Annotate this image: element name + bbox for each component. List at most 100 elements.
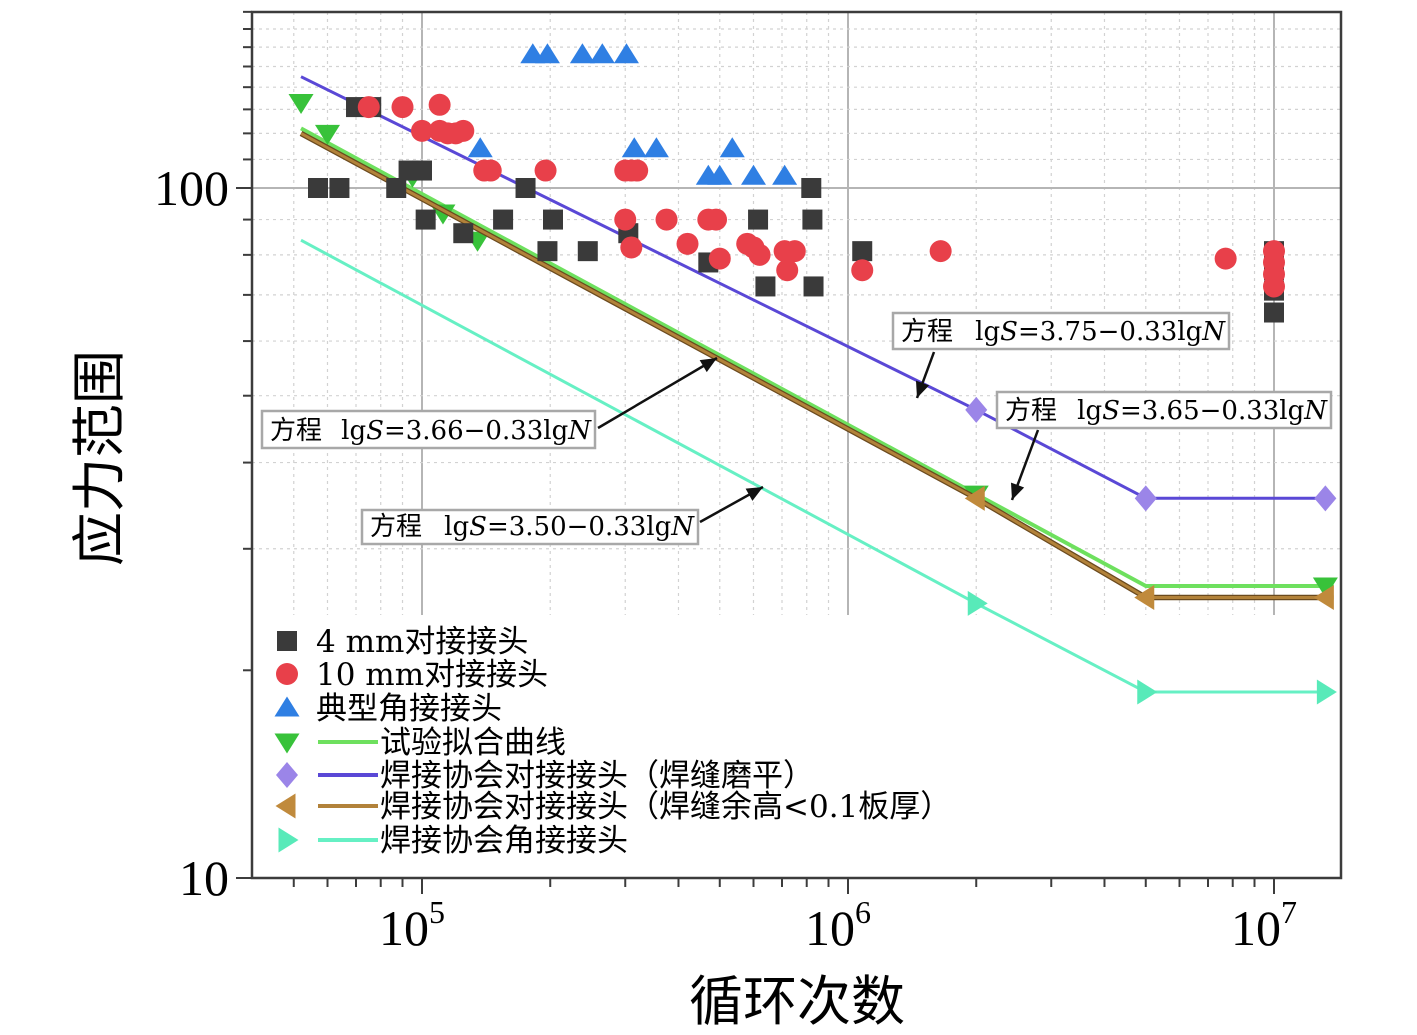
data-point-square xyxy=(415,209,436,230)
tick-exponent: 5 xyxy=(429,894,445,930)
legend-marker-diamond xyxy=(276,762,298,788)
curve-point-triangle_left xyxy=(964,485,985,511)
data-point-circle xyxy=(783,240,806,263)
data-point-circle xyxy=(620,236,643,259)
legend-marker-triangle_down xyxy=(274,733,300,754)
legend-marker-triangle_up xyxy=(274,696,300,717)
annotation-box xyxy=(260,409,597,450)
annotation-label: 方程 xyxy=(270,416,322,446)
legend-entry: 焊接协会角接接头 xyxy=(278,823,628,859)
x-tick-label: 106 xyxy=(805,894,871,956)
equation-part: N xyxy=(1303,396,1328,426)
y-axis-title: 应力范围 xyxy=(68,350,131,566)
data-point-circle xyxy=(676,232,699,255)
data-point-circle xyxy=(748,243,771,266)
curve-point-diamond xyxy=(1134,485,1157,512)
curve-point-triangle_down xyxy=(314,124,340,145)
data-point-triangle_up xyxy=(613,43,639,64)
data-point-square xyxy=(803,276,824,297)
annotation-label: 方程 xyxy=(1005,396,1057,426)
annotation-box xyxy=(995,390,1333,430)
design-curves xyxy=(288,75,1338,705)
data-point-square xyxy=(1264,302,1284,323)
curve-point-triangle_right xyxy=(1137,679,1158,705)
data-point-square xyxy=(537,241,558,262)
y-tick-label: 100 xyxy=(154,160,229,216)
annotation-equation: lgS=3.66−0.33lgN xyxy=(341,416,592,446)
legend-entry: 试验拟合曲线 xyxy=(274,725,566,761)
data-point-square xyxy=(515,178,536,198)
curve-point-triangle_right xyxy=(967,590,988,616)
data-point-circle xyxy=(705,208,728,231)
equation-annotation: 方程 lgS=3.75−0.33lgN xyxy=(891,311,1231,399)
annotation-box xyxy=(360,508,700,546)
equation-part: lg xyxy=(444,512,469,542)
legend-label: 焊接协会对接接头（焊缝余高<0.1板厚） xyxy=(380,789,951,825)
arrow-head xyxy=(1011,482,1025,500)
data-point-triangle_up xyxy=(772,164,798,185)
data-point-circle xyxy=(391,96,414,119)
curve-point-diamond xyxy=(965,396,988,423)
equation-part: =3.66−0.33lg xyxy=(384,416,568,446)
data-point-square xyxy=(542,209,563,230)
arrow-head xyxy=(745,487,763,501)
equation-annotation: 方程 lgS=3.50−0.33lgN xyxy=(360,485,764,546)
legend-label: 典型角接接头 xyxy=(316,691,502,727)
equation-part: lg xyxy=(975,317,1000,347)
arrow-head xyxy=(699,358,717,373)
equation-annotation: 方程 lgS=3.65−0.33lgN xyxy=(995,390,1333,501)
data-point-triangle_up xyxy=(589,43,615,64)
equation-part: lg xyxy=(1077,396,1102,426)
data-point-square xyxy=(748,209,769,230)
data-point-circle xyxy=(626,159,649,182)
legend-entry: 焊接协会对接接头（焊缝余高<0.1板厚） xyxy=(275,789,951,825)
arrow-head xyxy=(915,380,930,398)
curve-triangle_right xyxy=(300,238,1334,694)
y-tick-label: 10 xyxy=(179,850,229,906)
legend-entry: 焊接协会对接接头（焊缝磨平） xyxy=(276,758,814,794)
legend-entry: 典型角接接头 xyxy=(274,691,502,727)
legend-marker-triangle_right xyxy=(278,827,299,853)
equation-part: lg xyxy=(341,416,366,446)
annotation-equation: lgS=3.65−0.33lgN xyxy=(1077,396,1328,426)
data-point-square xyxy=(755,276,776,297)
data-point-square xyxy=(386,178,407,198)
equation-part: S xyxy=(366,416,384,446)
legend-label: 10 mm对接接头 xyxy=(316,657,548,693)
curve-point-triangle_down xyxy=(288,94,314,115)
equation-part: S xyxy=(1102,396,1120,426)
curve-triangle_left xyxy=(300,132,1334,599)
annotation-arrow xyxy=(597,356,718,430)
data-point-square xyxy=(329,178,350,198)
data-point-square xyxy=(801,178,822,198)
data-point-circle xyxy=(1214,247,1237,270)
equation-part: =3.75−0.33lg xyxy=(1018,317,1202,347)
data-point-square xyxy=(852,241,873,262)
data-point-triangle_up xyxy=(621,137,647,158)
data-point-square xyxy=(453,223,474,244)
data-point-triangle_up xyxy=(643,137,669,158)
legend-label: 焊接协会角接接头 xyxy=(380,823,628,859)
data-point-circle xyxy=(452,119,475,142)
annotation-equation: lgS=3.50−0.33lgN xyxy=(444,512,695,542)
data-point-square xyxy=(308,178,329,198)
tick-base: 10 xyxy=(805,900,855,956)
data-point-circle xyxy=(1263,275,1285,298)
data-point-square xyxy=(412,160,432,181)
curve-triangle_down xyxy=(300,126,1334,588)
equation-part: N xyxy=(567,416,592,446)
legend-label: 焊接协会对接接头（焊缝磨平） xyxy=(380,758,814,794)
data-point-triangle_up xyxy=(740,164,766,185)
plot-frame xyxy=(250,10,1343,880)
data-point-circle xyxy=(708,247,731,270)
equation-part: =3.50−0.33lg xyxy=(487,512,671,542)
legend-label: 4 mm对接接头 xyxy=(316,624,528,660)
x-tick-label: 107 xyxy=(1231,894,1297,956)
curve-point-triangle_down xyxy=(1312,577,1338,598)
equation-part: N xyxy=(1201,317,1226,347)
annotation-label: 方程 xyxy=(370,512,422,542)
